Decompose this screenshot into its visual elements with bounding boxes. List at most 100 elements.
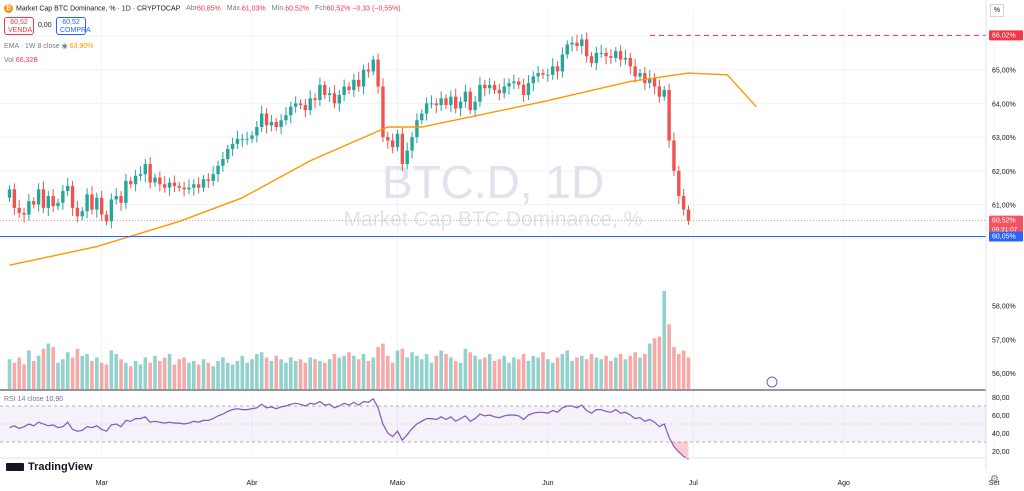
candle [163,176,167,193]
candle-body [662,89,666,97]
volume-bar [162,357,167,389]
percent-scale-toggle[interactable]: % [990,4,1004,17]
candle [492,80,497,94]
symbol-title[interactable]: Market Cap BTC Dominance, % · 1D · CRYPT… [16,5,181,13]
candle [487,77,492,95]
candle [196,177,201,194]
candle-body [521,84,526,95]
rsi-legend[interactable]: RSI 14 close 10,90 [4,395,63,405]
candle-body [468,91,472,111]
volume-bar [293,361,298,389]
volume-bar [356,359,361,389]
candle-body [56,202,60,207]
candle [458,96,463,117]
candle [32,197,36,209]
candle [686,205,691,225]
candle [85,188,89,219]
candle-body [206,179,211,181]
candle [51,188,55,213]
candle-body [614,51,618,58]
candle [124,173,128,209]
volume-bar [313,359,317,389]
gear-icon[interactable]: ⚙ [990,474,999,485]
candle-body [61,191,65,203]
candle-body [32,201,36,205]
candle-body [158,177,162,185]
ema-legend[interactable]: EMA · 1W 8 close ◉ 63,90% [4,42,93,52]
time-axis: Mar Abr Maio Jun Jul Ago Set [96,480,1000,487]
candle-body [129,180,133,185]
candle [589,52,594,68]
candle [206,173,211,188]
candle [483,79,487,97]
volume-bar [148,362,152,389]
candle [361,64,366,95]
volume-bar [594,357,599,389]
volume-bar [681,350,686,389]
rsi-tick-label: 80,00 [992,395,1010,402]
last-price-tag-bg [989,215,1023,235]
tradingview-logo[interactable]: TradingView [6,461,93,473]
candle [264,108,269,134]
candle [90,186,94,215]
volume-bar [51,347,55,389]
candle-body [308,98,312,111]
volume-bar [589,354,594,389]
candle-body [332,93,337,104]
volume-bar [221,357,225,389]
buy-button[interactable]: 60,52 COMPRA [56,17,91,35]
volume-series [7,291,691,389]
candle [405,142,409,170]
volume-bar [269,361,274,389]
volume-bar [531,355,536,389]
high-price-tag-bg [989,30,1023,41]
candle-body [565,44,569,55]
candle [187,179,191,195]
volume-bar [415,355,419,389]
volume-bar [386,355,390,389]
volume-bar [245,362,249,389]
volume-bar [124,362,128,389]
candle-body [22,212,26,215]
candle [541,69,545,79]
volume-bar [225,362,230,389]
candle-body [226,148,230,160]
volume-bar [322,362,327,389]
price-tick-label: 65,00% [992,68,1016,75]
volume-bar [138,364,143,389]
candle [279,114,283,135]
candle-body [580,39,584,47]
eye-icon[interactable]: ◉ [61,43,68,50]
lightning-icon[interactable] [766,376,778,388]
price-tick-label: 62,00% [992,169,1016,176]
volume-bar [405,357,409,389]
volume-bar [677,354,681,389]
candle-body [584,39,589,57]
candle [66,177,70,197]
candle [27,194,31,221]
candle [75,200,80,223]
volume-legend[interactable]: Vol 66,32B [4,56,38,66]
candle-body [623,57,628,60]
candle [526,75,531,101]
high-price-tag-text: 66,02% [992,32,1016,39]
ema-label: EMA · 1W 8 close [4,43,60,50]
candle-body [17,207,21,213]
candle [551,58,555,80]
candle [308,90,312,116]
candle-body [352,79,356,90]
candle [332,85,337,109]
candle-body [386,137,390,141]
candle-body [172,182,177,186]
candle [138,166,143,181]
candle [444,94,448,110]
candle-body [609,56,613,58]
candle [56,198,60,211]
candle-body [196,184,201,188]
candle-body [124,180,128,203]
candle-body [434,103,438,106]
volume-value: 66,32B [15,57,38,64]
sell-button[interactable]: 60,52 VENDA [4,17,34,35]
last-price-tag-countdown: 09:31:07 [992,227,1018,234]
